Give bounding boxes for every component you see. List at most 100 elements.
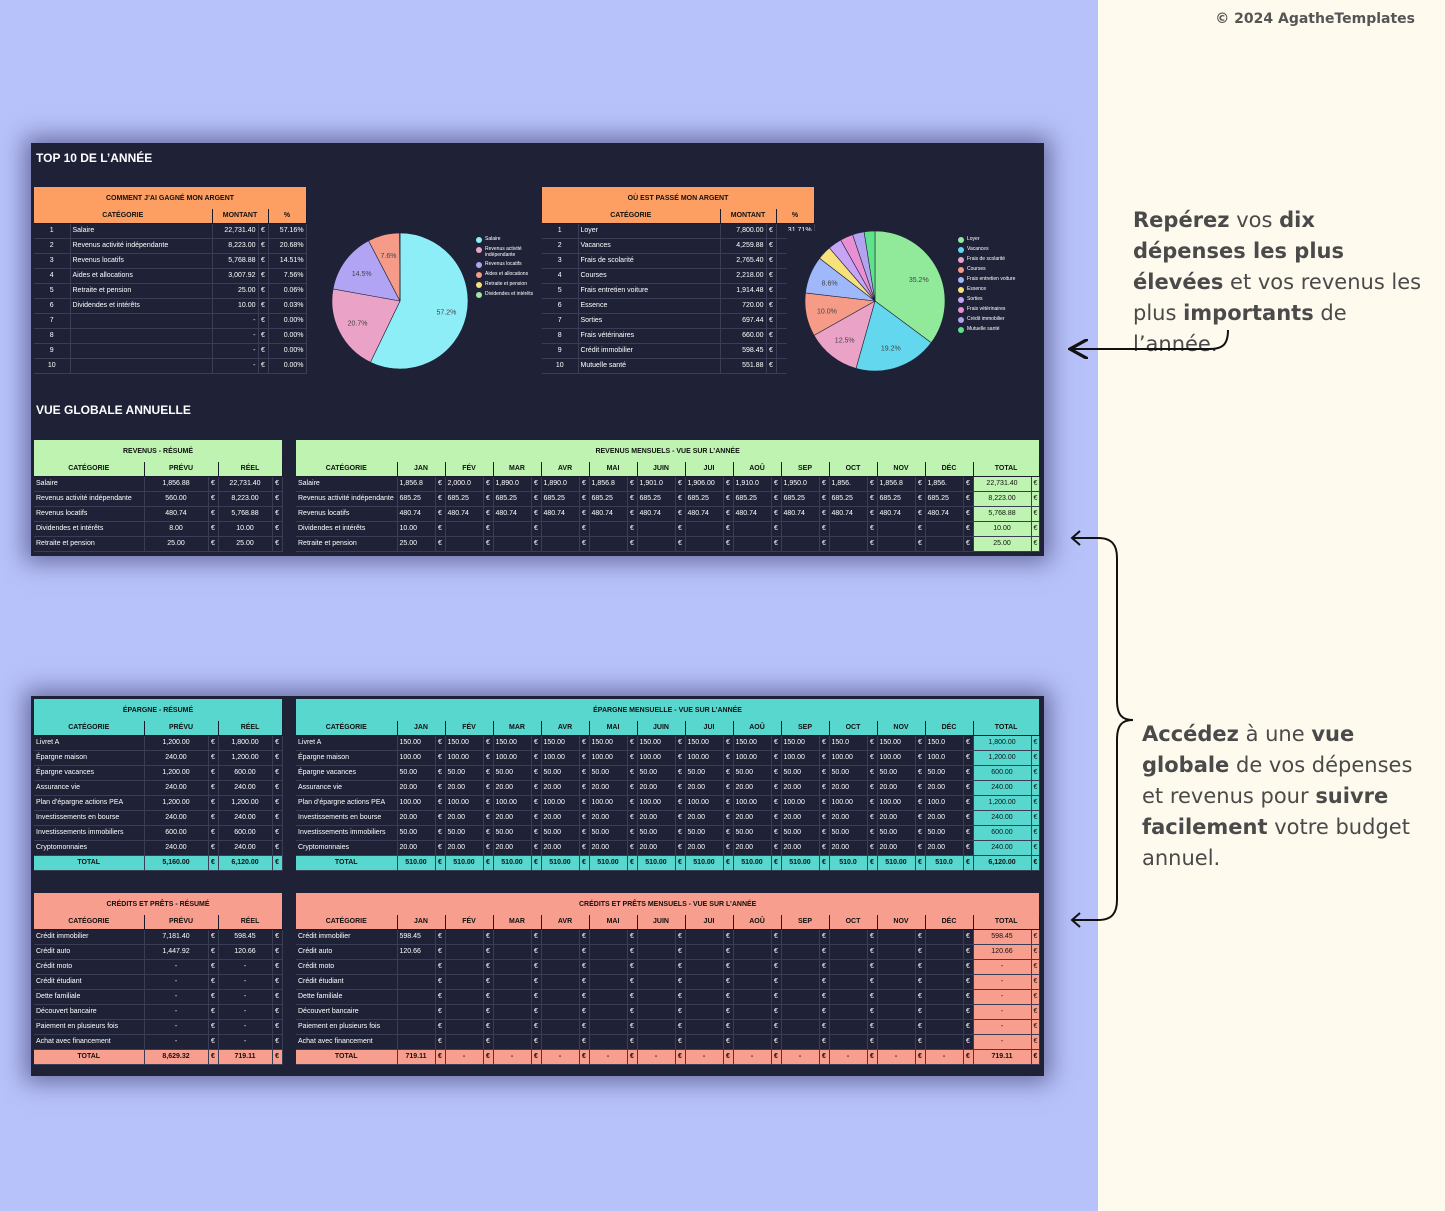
month-value-cell[interactable]: 50.00 bbox=[781, 825, 820, 841]
currency-cell[interactable]: € bbox=[208, 944, 219, 960]
currency-cell[interactable]: € bbox=[483, 476, 494, 492]
currency-cell[interactable]: € bbox=[867, 795, 878, 811]
currency-cell[interactable]: € bbox=[867, 1019, 878, 1035]
currency-cell[interactable]: € bbox=[771, 959, 782, 975]
month-value-cell[interactable] bbox=[541, 1034, 580, 1050]
currency-cell[interactable]: € bbox=[675, 780, 686, 796]
currency-cell[interactable]: € bbox=[819, 855, 830, 871]
month-value-cell[interactable] bbox=[637, 929, 676, 945]
currency-cell[interactable]: € bbox=[963, 476, 974, 492]
row-total-cell[interactable]: 25.00 bbox=[973, 536, 1032, 552]
currency-cell[interactable]: € bbox=[531, 521, 542, 537]
month-value-cell[interactable]: - bbox=[637, 1049, 676, 1065]
currency-cell[interactable]: € bbox=[272, 825, 283, 841]
month-value-cell[interactable]: 20.00 bbox=[829, 840, 868, 856]
currency-cell[interactable]: € bbox=[771, 536, 782, 552]
month-value-cell[interactable]: 598.45 bbox=[397, 929, 436, 945]
currency-cell[interactable]: € bbox=[579, 989, 590, 1005]
month-value-cell[interactable] bbox=[877, 989, 916, 1005]
currency-cell[interactable]: € bbox=[771, 974, 782, 990]
category-cell[interactable]: Revenus activité indépendante bbox=[296, 491, 398, 507]
month-value-cell[interactable]: 20.00 bbox=[733, 780, 772, 796]
actual-cell[interactable]: 598.45 bbox=[218, 929, 273, 945]
month-value-cell[interactable]: 480.74 bbox=[829, 506, 868, 522]
currency-cell[interactable]: € bbox=[771, 1034, 782, 1050]
currency-cell[interactable]: € bbox=[771, 735, 782, 751]
currency-cell[interactable]: € bbox=[819, 780, 830, 796]
month-value-cell[interactable]: 20.00 bbox=[541, 780, 580, 796]
pie-slice-0[interactable] bbox=[874, 230, 946, 344]
actual-cell[interactable]: - bbox=[218, 974, 273, 990]
currency-cell[interactable]: € bbox=[675, 506, 686, 522]
month-value-cell[interactable]: 100.00 bbox=[781, 750, 820, 766]
currency-cell[interactable]: € bbox=[272, 989, 283, 1005]
legend-item[interactable]: Frais vétérinaires bbox=[958, 306, 1036, 313]
currency-cell[interactable]: € bbox=[819, 476, 830, 492]
currency-cell[interactable]: € bbox=[579, 840, 590, 856]
category-cell[interactable]: Investissements en bourse bbox=[296, 810, 398, 826]
currency-cell[interactable]: € bbox=[723, 825, 734, 841]
month-value-cell[interactable] bbox=[925, 521, 964, 537]
currency-cell[interactable]: € bbox=[771, 521, 782, 537]
currency-cell[interactable]: € bbox=[272, 974, 283, 990]
currency-cell[interactable]: € bbox=[915, 974, 926, 990]
month-value-cell[interactable]: - bbox=[733, 1049, 772, 1065]
month-value-cell[interactable]: 100.00 bbox=[589, 795, 628, 811]
currency-cell[interactable]: € bbox=[435, 491, 446, 507]
currency-cell[interactable]: € bbox=[435, 735, 446, 751]
currency-cell[interactable]: € bbox=[579, 825, 590, 841]
currency-cell[interactable]: € bbox=[208, 1004, 219, 1020]
currency-cell[interactable]: € bbox=[531, 750, 542, 766]
currency-cell[interactable]: € bbox=[483, 989, 494, 1005]
currency-cell[interactable]: € bbox=[579, 974, 590, 990]
month-value-cell[interactable] bbox=[445, 974, 484, 990]
month-value-cell[interactable]: 50.00 bbox=[925, 765, 964, 781]
month-value-cell[interactable]: 20.00 bbox=[589, 780, 628, 796]
currency-cell[interactable]: € bbox=[483, 944, 494, 960]
currency-cell[interactable]: € bbox=[819, 506, 830, 522]
currency-cell[interactable]: € bbox=[963, 735, 974, 751]
actual-cell[interactable]: 600.00 bbox=[218, 765, 273, 781]
category-cell[interactable] bbox=[70, 358, 213, 374]
currency-cell[interactable]: € bbox=[963, 1004, 974, 1020]
rank-cell[interactable]: 9 bbox=[542, 343, 579, 359]
month-value-cell[interactable] bbox=[397, 1004, 436, 1020]
month-value-cell[interactable] bbox=[733, 521, 772, 537]
month-value-cell[interactable] bbox=[829, 521, 868, 537]
currency-cell[interactable]: € bbox=[675, 735, 686, 751]
month-value-cell[interactable]: - bbox=[925, 1049, 964, 1065]
month-value-cell[interactable]: 1,890.0 bbox=[541, 476, 580, 492]
month-value-cell[interactable]: 100.00 bbox=[493, 750, 532, 766]
currency-cell[interactable]: € bbox=[723, 929, 734, 945]
month-value-cell[interactable]: 480.74 bbox=[925, 506, 964, 522]
currency-cell[interactable]: € bbox=[531, 795, 542, 811]
currency-cell[interactable]: € bbox=[675, 1019, 686, 1035]
month-value-cell[interactable] bbox=[637, 1004, 676, 1020]
month-value-cell[interactable]: 685.25 bbox=[589, 491, 628, 507]
month-value-cell[interactable] bbox=[733, 959, 772, 975]
month-value-cell[interactable]: 50.00 bbox=[877, 825, 916, 841]
currency-cell[interactable]: € bbox=[766, 223, 777, 239]
currency-cell[interactable]: € bbox=[531, 855, 542, 871]
currency-cell[interactable]: € bbox=[208, 795, 219, 811]
currency-cell[interactable]: € bbox=[272, 476, 283, 492]
currency-cell[interactable]: € bbox=[579, 1004, 590, 1020]
month-value-cell[interactable] bbox=[877, 974, 916, 990]
currency-cell[interactable]: € bbox=[579, 521, 590, 537]
currency-cell[interactable]: € bbox=[819, 929, 830, 945]
currency-cell[interactable]: € bbox=[483, 1049, 494, 1065]
currency-cell[interactable]: € bbox=[771, 765, 782, 781]
month-value-cell[interactable]: 685.25 bbox=[397, 491, 436, 507]
currency-cell[interactable]: € bbox=[272, 1004, 283, 1020]
currency-cell[interactable]: € bbox=[483, 506, 494, 522]
month-value-cell[interactable]: 1,950.0 bbox=[781, 476, 820, 492]
amount-cell[interactable]: 551.88 bbox=[720, 358, 767, 374]
month-value-cell[interactable]: 20.00 bbox=[781, 780, 820, 796]
planned-cell[interactable]: 25.00 bbox=[144, 536, 209, 552]
currency-cell[interactable]: € bbox=[258, 358, 269, 374]
rank-cell[interactable]: 5 bbox=[34, 283, 71, 299]
currency-cell[interactable]: € bbox=[258, 268, 269, 284]
month-value-cell[interactable] bbox=[541, 536, 580, 552]
currency-cell[interactable]: € bbox=[723, 1004, 734, 1020]
rank-cell[interactable]: 8 bbox=[34, 328, 71, 344]
